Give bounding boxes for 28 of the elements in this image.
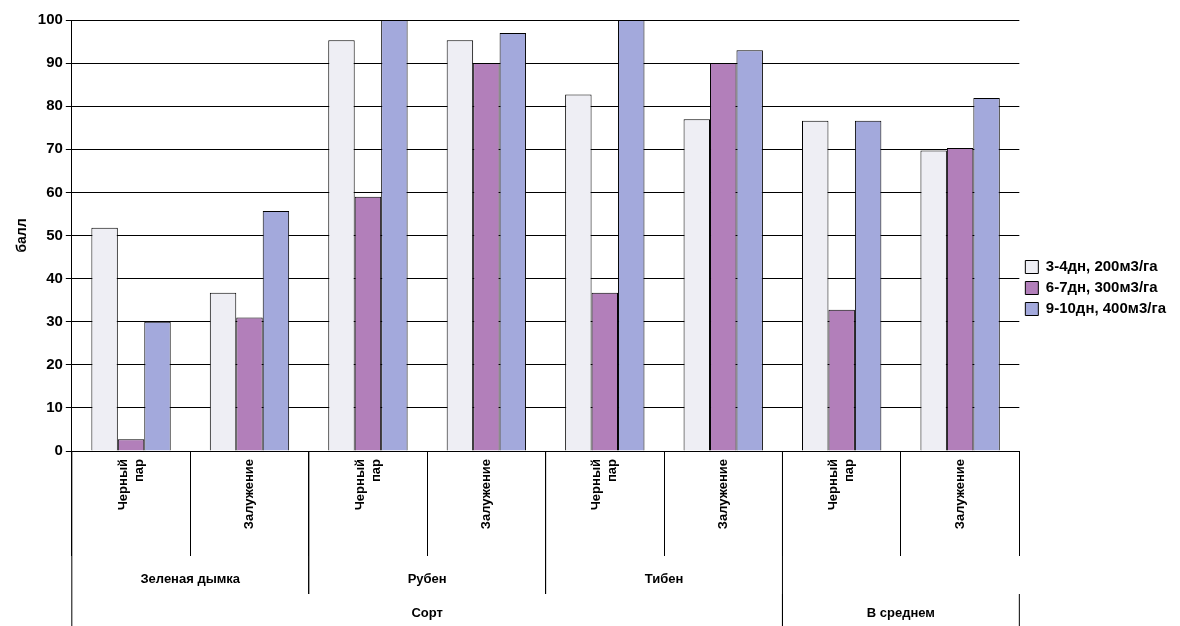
y-tick-label: 40 [46, 268, 63, 286]
text: Тибен [644, 570, 684, 586]
text: Сорт [411, 604, 443, 620]
x-tick-label: Черный пар [114, 458, 146, 511]
x-tick-label: Залужение [477, 459, 493, 530]
x-tick-label: Черный пар [825, 458, 857, 511]
y-tick-label: 50 [46, 225, 63, 243]
x-tick-label: Залужение [951, 459, 967, 530]
y-tick-label: 0 [54, 441, 63, 459]
x-tick-label: Черный пар [588, 458, 620, 511]
y-axis-title: балл [13, 218, 30, 253]
y-tick-label: 100 [37, 10, 63, 28]
y-tick-label: 20 [46, 354, 63, 372]
y-tick-label: 10 [46, 398, 63, 416]
y-tick-label: 90 [46, 53, 63, 71]
legend-label: 9-10дн, 400м3/га [1045, 299, 1167, 317]
legend-label: 3-4дн, 200м3/га [1045, 257, 1159, 275]
legend-label: 6-7дн, 300м3/га [1045, 278, 1159, 296]
x-tick-label: Залужение [241, 459, 257, 530]
y-tick-label: 80 [46, 96, 63, 114]
y-tick-label: 70 [46, 139, 63, 157]
x-tick-label: Черный пар [351, 458, 383, 511]
y-tick-label: 60 [46, 182, 63, 200]
x-tick-label: Залужение [714, 459, 730, 530]
text: В среднем [866, 604, 935, 620]
text: Рубен [407, 570, 447, 586]
text: Зеленая дымка [140, 570, 241, 586]
y-tick-label: 30 [46, 311, 63, 329]
